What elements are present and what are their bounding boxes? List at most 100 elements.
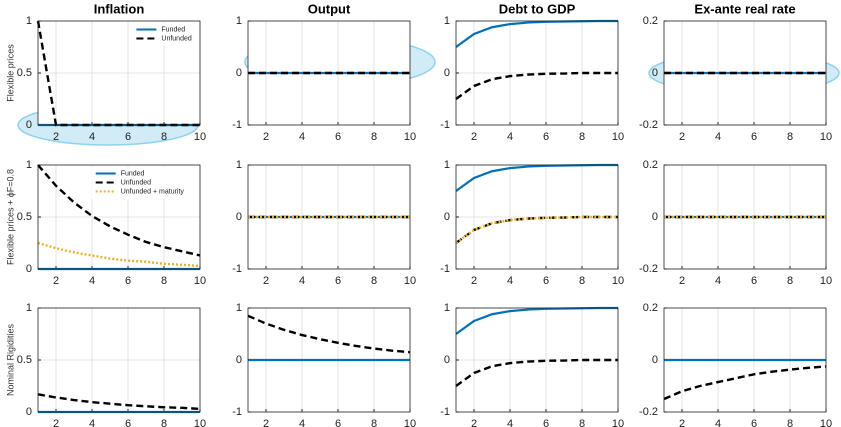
x-tick-label: 2 (679, 131, 685, 143)
y-tick-label: -0.2 (639, 263, 658, 275)
x-tick-label: 8 (787, 418, 793, 427)
panel-title: Debt to GDP (499, 1, 576, 16)
plot-frame (247, 164, 411, 270)
panel: 2 4 6 8 10 -1 0 1 (232, 302, 416, 427)
y-tick-label: 1 (26, 302, 32, 314)
x-tick-label: 4 (299, 418, 305, 427)
legend-label: Unfunded + maturity (121, 188, 185, 195)
panel: 2 4 6 8 10 -1 0 1 (440, 159, 624, 287)
y-tick-label: 1 (444, 15, 450, 27)
x-tick-label: 6 (125, 131, 131, 143)
y-tick-label: 0 (26, 263, 32, 275)
x-tick-label: 10 (820, 131, 832, 143)
x-tick-label: 4 (299, 275, 305, 287)
plot-frame (37, 164, 201, 270)
y-tick-label: -1 (232, 119, 242, 131)
x-tick-label: 6 (335, 275, 341, 287)
panel: 2 4 6 8 10 -0.2 0 0.2 (639, 302, 832, 427)
x-tick-label: 6 (543, 275, 549, 287)
x-tick-label: 6 (543, 131, 549, 143)
x-tick-label: 8 (161, 275, 167, 287)
x-tick-label: 4 (89, 418, 95, 427)
legend-label: Unfunded (121, 179, 151, 186)
x-tick-label: 10 (612, 418, 624, 427)
series-line (37, 241, 201, 268)
x-tick-label: 6 (125, 275, 131, 287)
y-tick-label: 0.5 (17, 354, 32, 366)
y-tick-label: 1 (26, 15, 32, 27)
x-tick-label: 2 (263, 131, 269, 143)
y-axis-label: Flexible prices + ϕF=0.8 (5, 169, 15, 265)
panel: 2 4 6 8 10 -1 0 1 (440, 302, 624, 427)
x-tick-label: 4 (715, 131, 721, 143)
x-tick-label: 10 (404, 418, 416, 427)
y-tick-label: 1 (444, 159, 450, 171)
plot-frame (247, 20, 411, 126)
x-tick-label: 8 (579, 275, 585, 287)
y-tick-label: -0.2 (639, 119, 658, 131)
y-tick-label: 0.2 (643, 15, 658, 27)
x-tick-label: 2 (53, 131, 59, 143)
x-tick-label: 4 (715, 275, 721, 287)
x-tick-label: 2 (471, 418, 477, 427)
y-tick-label: -0.2 (639, 406, 658, 418)
x-tick-label: 8 (787, 275, 793, 287)
y-tick-label: 1 (26, 159, 32, 171)
y-tick-label: 0 (236, 354, 242, 366)
x-tick-label: 4 (299, 131, 305, 143)
panel: 2 4 6 8 10 -0.2 0 0.2 (639, 159, 832, 287)
x-tick-label: 6 (335, 131, 341, 143)
legend-label: Funded (161, 26, 185, 33)
plot-frame (37, 307, 201, 413)
y-axis-label: Nominal Rigidities (5, 323, 15, 396)
x-tick-label: 10 (612, 131, 624, 143)
plot-frame (37, 20, 201, 126)
y-tick-label: -1 (440, 263, 450, 275)
x-tick-label: 8 (579, 131, 585, 143)
panel-title: Output (308, 1, 351, 16)
panel: 2 4 6 8 10 -1 0 1 Output (232, 1, 416, 142)
y-tick-label: 1 (236, 302, 242, 314)
y-tick-label: -1 (232, 406, 242, 418)
panel: 2 4 6 8 10 -0.2 0 0.2 Ex-ante real rate (639, 1, 832, 142)
x-tick-label: 4 (507, 275, 513, 287)
x-tick-label: 6 (751, 275, 757, 287)
panel-title: Inflation (94, 1, 145, 16)
x-tick-label: 10 (194, 275, 206, 287)
panel: 2 4 6 8 10 0 0.5 1 Flexible prices + ϕF=0.8 Funde… (5, 159, 206, 287)
x-tick-label: 6 (543, 418, 549, 427)
panel: 2 4 6 8 10 0 0.5 1 Nominal Rigidities (5, 302, 206, 427)
x-tick-label: 8 (371, 131, 377, 143)
y-tick-label: 0 (444, 67, 450, 79)
x-tick-label: 8 (161, 131, 167, 143)
series-line (37, 393, 201, 411)
y-tick-label: 0 (652, 354, 658, 366)
y-tick-label: -1 (440, 406, 450, 418)
x-tick-label: 2 (263, 418, 269, 427)
y-tick-label: 0 (444, 211, 450, 223)
y-tick-label: 0 (652, 211, 658, 223)
x-tick-label: 2 (471, 131, 477, 143)
x-tick-label: 10 (612, 275, 624, 287)
y-tick-label: -1 (440, 119, 450, 131)
y-tick-label: 0 (26, 119, 32, 131)
y-tick-label: 1 (236, 159, 242, 171)
plot-frame (663, 164, 827, 270)
y-tick-label: 0.5 (17, 67, 32, 79)
x-tick-label: 8 (579, 418, 585, 427)
x-tick-label: 2 (53, 275, 59, 287)
legend-label: Unfunded (161, 35, 191, 42)
legend-label: Funded (121, 170, 145, 177)
y-tick-label: 0 (652, 67, 658, 79)
y-tick-label: 0.2 (643, 159, 658, 171)
x-tick-label: 10 (820, 275, 832, 287)
x-tick-label: 10 (194, 418, 206, 427)
y-tick-label: 0 (444, 354, 450, 366)
plot-frame (455, 307, 619, 413)
plot-frame (663, 20, 827, 126)
x-tick-label: 8 (371, 275, 377, 287)
x-tick-label: 4 (507, 418, 513, 427)
y-tick-label: 0.2 (643, 302, 658, 314)
x-tick-label: 6 (335, 418, 341, 427)
plot-frame (455, 20, 619, 126)
